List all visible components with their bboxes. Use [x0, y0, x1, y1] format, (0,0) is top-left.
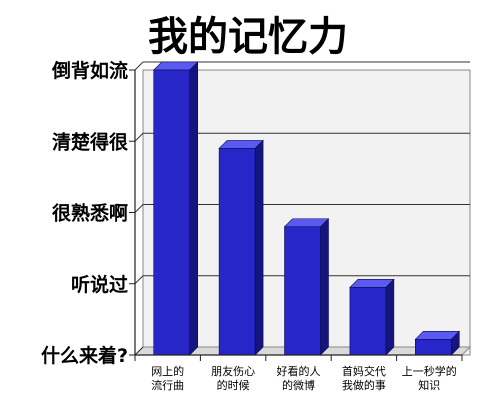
bar	[152, 61, 199, 356]
y-tick-label: 倒背如流	[51, 59, 128, 82]
bar-front	[284, 226, 321, 356]
bar-front	[415, 339, 452, 356]
x-tick-label: 上一秒学的知识	[402, 364, 457, 392]
bar-top	[152, 61, 199, 71]
chart-title: 我的记忆力	[148, 14, 348, 60]
bar-side	[254, 139, 264, 356]
y-tick-label: 很熟悉啊	[52, 202, 128, 225]
x-tick-label: 朋友伤心的时候	[211, 364, 255, 392]
x-tick-label: 首妈交代我做的事	[342, 364, 386, 392]
bar-top	[283, 218, 330, 228]
gridline-depth	[134, 346, 144, 356]
y-tick-label: 什么来着?	[41, 344, 128, 367]
bar-side	[385, 278, 395, 356]
bars	[152, 61, 461, 356]
bar	[414, 330, 461, 356]
bar	[349, 278, 395, 356]
bar-front	[349, 287, 387, 356]
y-tick-label: 清楚得很	[52, 130, 128, 153]
bar-top	[414, 331, 461, 340]
y-tick-label: 听说过	[71, 273, 128, 296]
x-tick-label: 网上的流行曲	[151, 364, 184, 392]
y-tick-labels: 什么来着? 听说过 很熟悉啊 清楚得很 倒背如流	[41, 59, 135, 367]
gridline-depth	[134, 275, 144, 285]
gridline-depth	[134, 61, 144, 71]
bar-front	[218, 148, 256, 356]
bar	[218, 139, 264, 356]
gridline-depth	[134, 132, 144, 142]
bar-top	[349, 279, 395, 288]
bar-top	[218, 140, 264, 149]
bar-side	[189, 61, 198, 356]
bar	[283, 218, 330, 356]
bar-front	[153, 69, 190, 356]
gridline-depth	[134, 204, 144, 213]
bar-side	[320, 218, 329, 356]
x-tick-label: 好看的人的微博	[277, 364, 321, 392]
